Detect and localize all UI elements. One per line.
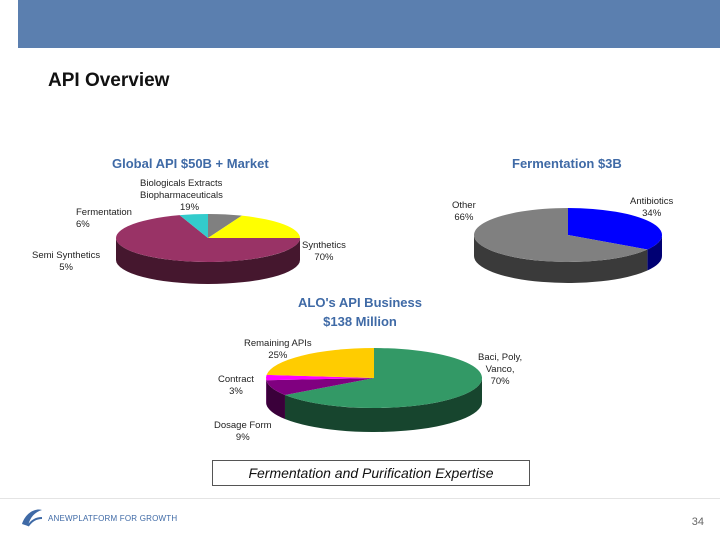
pie-slice-remaining-apis — [266, 348, 374, 378]
header-bar — [18, 0, 720, 48]
footer-tagline: ANEWPLATFORM FOR GROWTH — [48, 514, 178, 523]
label-contract-pct: 3% — [229, 386, 243, 397]
label-remaining-pct: 25% — [268, 350, 288, 361]
label-antibiotics: Antibiotics 34% — [630, 196, 673, 220]
label-dosage-pct: 9% — [235, 432, 250, 443]
label-fermentation-pct: 6% — [76, 219, 90, 230]
label-other-name: Other — [452, 200, 476, 211]
pie-side-baci-poly-vanco- — [284, 378, 482, 433]
fermentation-pie — [473, 207, 663, 283]
footer-divider — [0, 498, 720, 499]
label-other: Other 66% — [452, 200, 476, 224]
label-contract: Contract 3% — [218, 374, 254, 398]
pie-slice-synthetics — [116, 215, 300, 263]
label-biologicals: Biologicals Extracts Biopharmaceuticals … — [140, 178, 223, 214]
label-remaining-name: Remaining APIs — [244, 338, 312, 349]
label-semi-pct: 5% — [59, 262, 73, 273]
label-dosage-name: Dosage Form — [214, 420, 272, 431]
label-biologicals-name-2: Biopharmaceuticals — [140, 190, 223, 201]
label-baci-name-1: Baci, Poly, — [478, 352, 523, 363]
label-semi-synthetics: Semi Synthetics 5% — [32, 250, 100, 274]
label-synthetics-name: Synthetics — [302, 240, 346, 251]
page-title: API Overview — [48, 70, 170, 91]
label-biologicals-pct: 19% — [180, 202, 200, 213]
page-number: 34 — [691, 516, 704, 528]
global-chart-title: Global API $50B + Market — [112, 156, 269, 171]
pie-slice-contract — [266, 374, 374, 381]
pie-slice-antibiotics — [568, 207, 663, 250]
label-synthetics: Synthetics 70% — [302, 240, 346, 264]
label-fermentation-name: Fermentation — [76, 207, 132, 218]
label-biologicals-name-1: Biologicals Extracts — [140, 178, 223, 189]
fermentation-chart-title: Fermentation $3B — [512, 156, 622, 171]
alo-api-pie — [266, 348, 482, 433]
label-dosage-form: Dosage Form 9% — [214, 420, 272, 444]
alo-title-line-2: $138 Million — [323, 314, 397, 329]
pie-slice-dosage-form — [266, 378, 374, 395]
label-synthetics-pct: 70% — [314, 252, 334, 263]
expertise-banner: Fermentation and Purification Expertise — [212, 460, 530, 486]
pie-side-antibiotics — [647, 235, 662, 271]
label-baci-name-2: Vanco, — [485, 364, 515, 375]
pie-slice-fermentation — [208, 214, 242, 238]
pie-slice-semi-synthetics — [179, 214, 208, 238]
pie-side-other — [474, 235, 648, 283]
label-contract-name: Contract — [218, 374, 254, 385]
alo-title-line-1: ALO's API Business — [298, 295, 422, 310]
pie-slice-biologicals-extracts-biopharmaceuticals — [208, 215, 300, 238]
label-fermentation: Fermentation 6% — [76, 207, 132, 231]
pie-side-synthetics — [116, 238, 300, 284]
swoosh-logo-icon — [22, 509, 43, 527]
pie-slice-other — [473, 208, 648, 262]
global-api-pie — [116, 214, 300, 284]
label-remaining-apis: Remaining APIs 25% — [244, 338, 312, 362]
label-other-pct: 66% — [454, 212, 474, 223]
alo-chart-title: ALO's API Business $138 Million — [250, 293, 470, 331]
label-antibiotics-pct: 34% — [642, 208, 662, 219]
pie-side-dosage-form — [266, 380, 285, 419]
label-antibiotics-name: Antibiotics — [630, 196, 674, 207]
pie-slice-baci-poly-vanco- — [284, 348, 482, 408]
label-baci-poly-vanco: Baci, Poly, Vanco, 70% — [478, 352, 522, 388]
label-semi-name: Semi Synthetics — [32, 250, 101, 261]
label-baci-pct: 70% — [490, 376, 510, 387]
